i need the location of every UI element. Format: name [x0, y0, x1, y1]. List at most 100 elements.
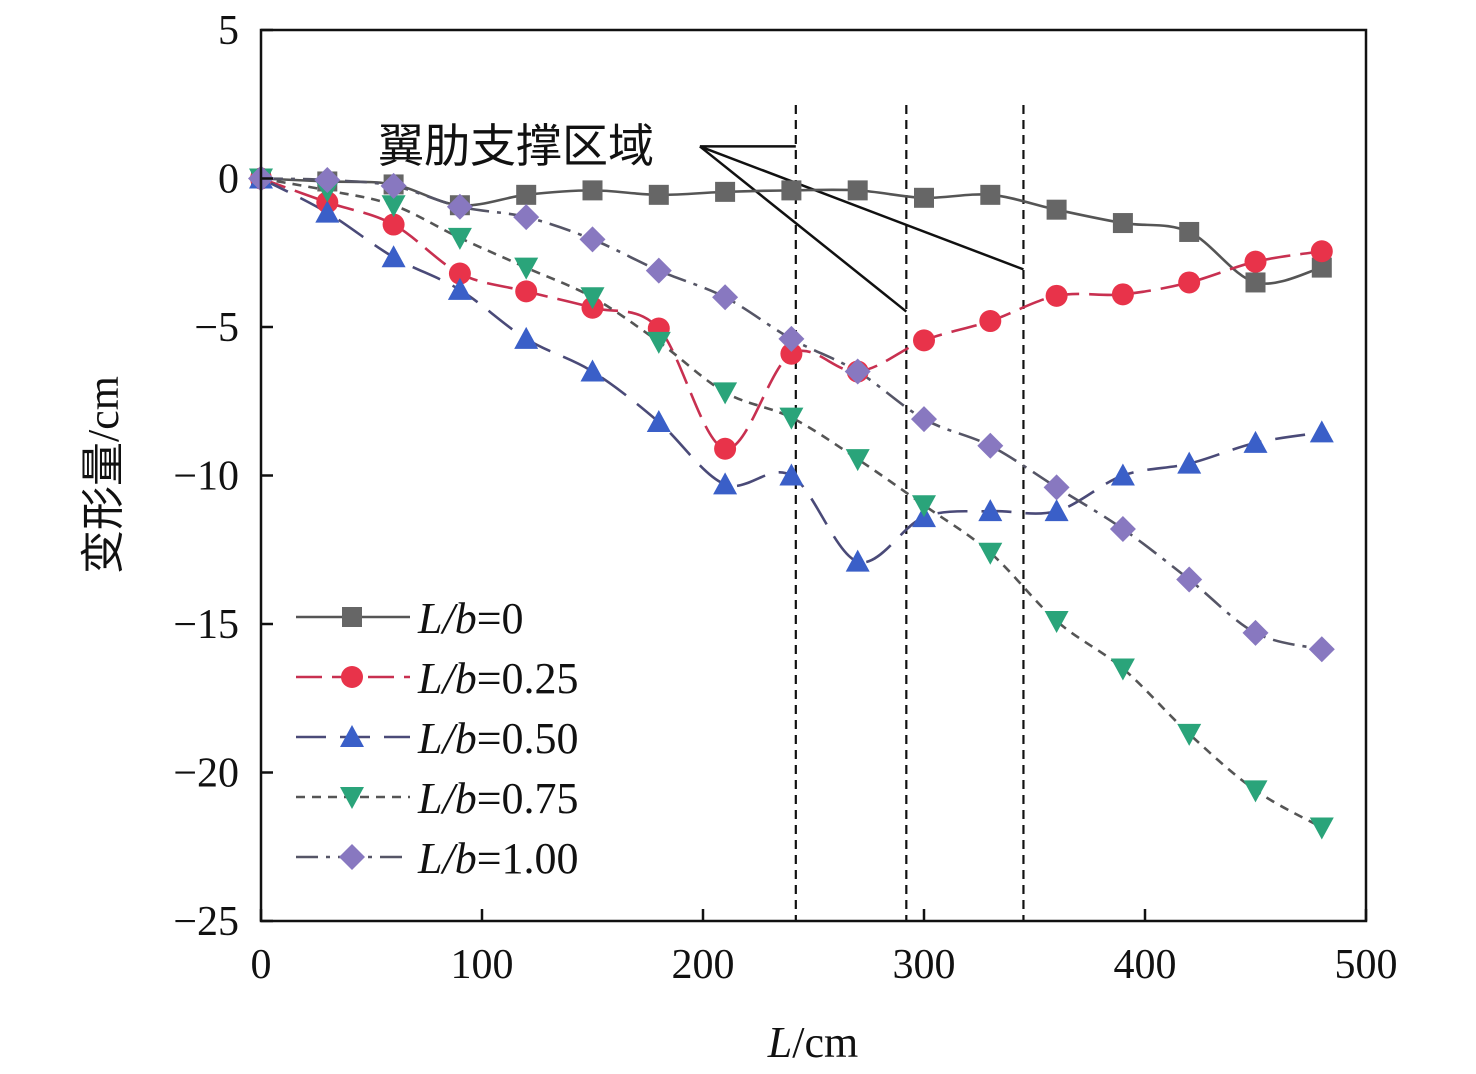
- data-point-series-3: [580, 287, 605, 310]
- data-point-series-1: [979, 310, 1002, 333]
- data-point-series-0: [582, 180, 603, 201]
- data-point-series-1: [1310, 240, 1333, 263]
- data-point-series-1: [448, 262, 471, 285]
- data-point-series-3: [779, 407, 804, 430]
- legend-label: L/b=0.25: [417, 654, 579, 703]
- data-point-series-0: [1245, 272, 1266, 293]
- data-point-series-4: [1176, 566, 1203, 593]
- data-point-series-0: [1311, 257, 1332, 278]
- data-point-series-3: [1110, 658, 1135, 681]
- data-point-series-0: [516, 184, 537, 205]
- x-tick-label: 400: [1114, 942, 1177, 988]
- legend-label: L/b=0.75: [417, 774, 579, 823]
- legend-label: L/b=0.50: [417, 714, 579, 763]
- legend-marker: [341, 666, 363, 688]
- data-point-series-2: [1044, 499, 1069, 522]
- y-tick-label: −5: [194, 305, 239, 351]
- x-axis-label: L/cm: [767, 1018, 858, 1067]
- series-line-3: [260, 177, 1323, 829]
- data-point-series-2: [447, 277, 472, 300]
- data-point-series-3: [845, 449, 870, 472]
- data-point-series-2: [1110, 463, 1135, 486]
- data-point-series-3: [646, 331, 671, 354]
- annotation-leader-line: [699, 145, 908, 313]
- data-point-series-1: [1111, 283, 1134, 306]
- data-point-series-3: [1309, 817, 1334, 840]
- data-point-series-2: [580, 359, 605, 382]
- data-point-series-1: [382, 213, 405, 236]
- data-point-series-1: [515, 280, 538, 303]
- legend-marker: [342, 607, 362, 627]
- x-tick-label: 0: [251, 942, 272, 988]
- annotation-leader-line: [699, 145, 1024, 271]
- data-point-series-2: [713, 472, 738, 495]
- y-tick-label: −25: [173, 899, 239, 945]
- data-point-series-0: [847, 180, 868, 201]
- legend-marker: [340, 725, 364, 747]
- data-point-series-4: [911, 406, 937, 433]
- data-point-series-1: [1244, 250, 1267, 273]
- data-point-series-2: [845, 549, 870, 572]
- data-point-series-3: [1044, 611, 1069, 634]
- data-point-series-2: [315, 200, 340, 223]
- data-point-series-4: [1308, 636, 1335, 663]
- data-point-series-1: [913, 329, 935, 352]
- data-point-series-4: [844, 358, 871, 385]
- data-point-series-2: [646, 410, 671, 433]
- data-point-series-0: [1046, 199, 1067, 220]
- data-point-series-2: [779, 463, 804, 486]
- y-axis-label: 变形量/cm: [79, 376, 128, 574]
- data-point-series-0: [648, 184, 669, 205]
- legend-marker: [339, 844, 365, 870]
- data-point-series-4: [778, 325, 805, 352]
- data-point-series-4: [446, 193, 473, 220]
- data-point-series-4: [314, 166, 341, 193]
- data-point-series-0: [980, 184, 1001, 205]
- data-point-series-2: [1243, 430, 1268, 453]
- legend: L/b=0 L/b=0.25 L/b=0.50 L/b=0.75 L/b=1.00: [296, 594, 579, 883]
- data-point-series-4: [1109, 515, 1136, 542]
- y-tick-label: 5: [218, 8, 239, 54]
- data-point-series-1: [1045, 284, 1068, 307]
- data-point-series-4: [1242, 619, 1269, 646]
- y-tick-label: −20: [173, 751, 239, 797]
- x-tick-label: 300: [893, 942, 956, 988]
- data-point-series-1: [714, 437, 737, 460]
- data-point-series-0: [781, 180, 802, 201]
- data-point-series-0: [1112, 213, 1133, 234]
- annotation-text: 翼肋支撑区域: [378, 121, 654, 172]
- data-point-series-3: [447, 227, 472, 250]
- y-tick-label: −15: [173, 602, 239, 648]
- x-tick-label: 500: [1335, 942, 1398, 988]
- data-point-series-2: [978, 499, 1003, 522]
- data-point-series-3: [912, 495, 936, 518]
- data-point-series-2: [381, 245, 406, 268]
- data-point-series-4: [380, 172, 407, 199]
- data-point-series-3: [978, 542, 1003, 565]
- data-point-series-2: [514, 326, 539, 349]
- data-point-series-3: [514, 257, 539, 280]
- data-point-series-2: [1309, 420, 1334, 443]
- y-tick-label: −10: [173, 454, 239, 500]
- data-point-series-1: [780, 342, 803, 365]
- data-point-series-4: [1043, 474, 1070, 501]
- data-point-series-0: [914, 187, 934, 208]
- y-tick-label: 0: [218, 157, 239, 203]
- data-point-series-3: [1177, 723, 1202, 746]
- data-point-series-4: [513, 204, 540, 231]
- legend-label: L/b=1.00: [417, 834, 579, 883]
- data-point-series-0: [1179, 221, 1200, 242]
- data-point-series-3: [1243, 780, 1268, 803]
- data-point-series-4: [645, 257, 672, 284]
- data-point-series-4: [712, 284, 739, 311]
- legend-label: L/b=0: [417, 594, 524, 643]
- data-point-series-3: [713, 382, 738, 405]
- x-tick-label: 200: [672, 942, 735, 988]
- data-point-series-4: [977, 432, 1004, 459]
- data-point-series-1: [1178, 271, 1201, 294]
- series-line-2: [260, 177, 1323, 564]
- legend-marker: [340, 787, 364, 809]
- data-point-series-3: [381, 195, 406, 218]
- x-tick-label: 100: [451, 942, 514, 988]
